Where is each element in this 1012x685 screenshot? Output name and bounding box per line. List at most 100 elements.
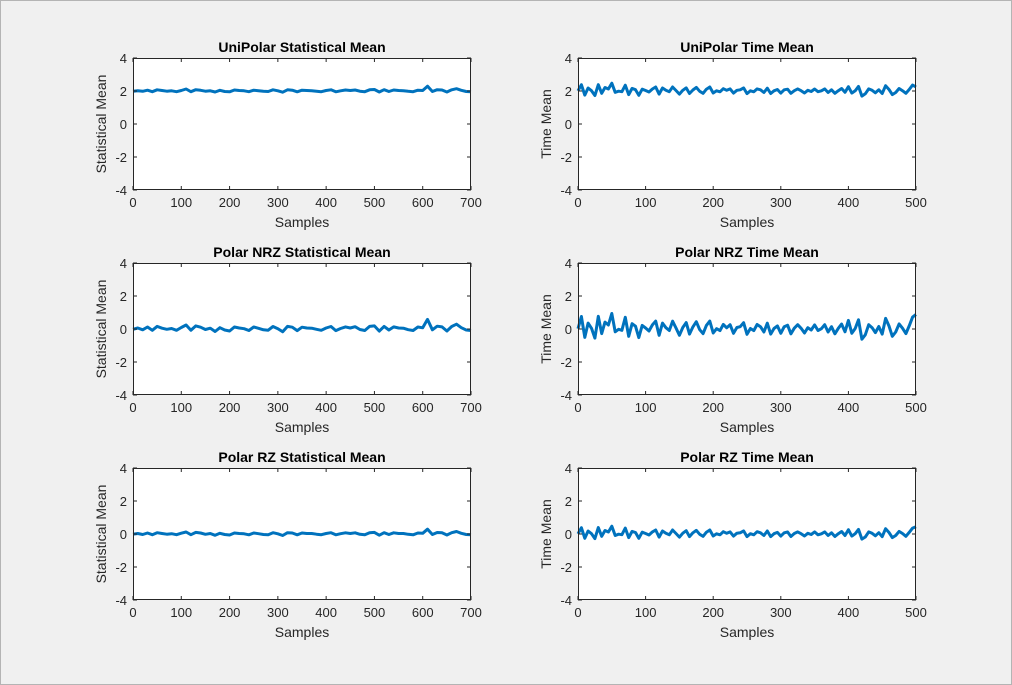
y-tick-label: -4: [115, 388, 127, 403]
y-tick-label: -4: [560, 388, 572, 403]
series-line: [576, 81, 917, 98]
y-tick-label: 4: [565, 256, 572, 271]
subplot-5: 0 100 200 300 400 500 600 700 -4 -2 0 2 4 Polar RZ St…: [93, 449, 482, 640]
y-tick-label: -2: [115, 355, 127, 370]
x-tick-label: 700: [460, 400, 482, 415]
y-tick-label: -2: [560, 560, 572, 575]
x-tick-label: 0: [129, 400, 136, 415]
x-tick-label: 100: [635, 400, 657, 415]
x-tick-label: 400: [315, 400, 337, 415]
y-tick-label: -4: [560, 593, 572, 608]
x-tick-label: 600: [412, 400, 434, 415]
plot-title: Polar NRZ Time Mean: [675, 244, 819, 260]
y-tick-label: 2: [120, 289, 127, 304]
plot-title: UniPolar Time Mean: [680, 39, 814, 55]
x-axis-label: Samples: [275, 624, 329, 640]
series-line: [576, 524, 917, 541]
x-tick-label: 400: [838, 400, 860, 415]
y-tick-label: -2: [115, 560, 127, 575]
x-axis-label: Samples: [720, 214, 774, 230]
x-tick-label: 300: [267, 195, 289, 210]
plot-title: Polar NRZ Statistical Mean: [213, 244, 390, 260]
x-tick-label: 600: [412, 195, 434, 210]
y-tick-label: -4: [115, 183, 127, 198]
y-tick-label: 0: [120, 322, 127, 337]
y-axis-label: Time Mean: [538, 89, 554, 159]
x-axis-label: Samples: [275, 214, 329, 230]
subplot-4: 0 100 200 300 400 500 -4 -2 0 2 4 Polar NRZ Time Me…: [538, 244, 927, 435]
y-tick-label: -2: [560, 355, 572, 370]
plot-title: UniPolar Statistical Mean: [218, 39, 385, 55]
x-tick-label: 0: [574, 400, 581, 415]
y-tick-label: 4: [120, 51, 127, 66]
y-axis-label: Statistical Mean: [93, 280, 109, 379]
y-tick-label: 2: [565, 84, 572, 99]
x-tick-label: 100: [635, 195, 657, 210]
x-axis-label: Samples: [720, 419, 774, 435]
plot-area: [578, 58, 916, 190]
x-tick-label: 200: [702, 605, 724, 620]
y-tick-label: 2: [120, 494, 127, 509]
x-tick-label: 200: [702, 195, 724, 210]
y-tick-label: -4: [560, 183, 572, 198]
series-line: [132, 84, 472, 94]
x-tick-label: 100: [170, 400, 192, 415]
y-tick-label: 0: [565, 527, 572, 542]
x-tick-label: 400: [838, 605, 860, 620]
y-tick-label: 2: [565, 494, 572, 509]
plot-area: [133, 58, 471, 190]
x-tick-label: 700: [460, 605, 482, 620]
x-tick-label: 300: [770, 400, 792, 415]
y-tick-label: 2: [120, 84, 127, 99]
y-tick-label: -2: [560, 150, 572, 165]
y-tick-label: 4: [120, 256, 127, 271]
y-tick-label: 2: [565, 289, 572, 304]
x-tick-label: 300: [770, 195, 792, 210]
subplot-2: 0 100 200 300 400 500 -4 -2 0 2 4 UniPolar Time Mea…: [538, 39, 927, 230]
x-tick-label: 500: [364, 400, 386, 415]
y-tick-label: 0: [565, 322, 572, 337]
x-tick-label: 0: [574, 195, 581, 210]
x-tick-label: 400: [838, 195, 860, 210]
x-tick-label: 100: [170, 605, 192, 620]
x-tick-label: 700: [460, 195, 482, 210]
y-tick-label: 4: [120, 461, 127, 476]
x-axis-label: Samples: [275, 419, 329, 435]
series-line: [576, 312, 917, 341]
x-tick-label: 0: [129, 605, 136, 620]
x-tick-label: 100: [635, 605, 657, 620]
x-tick-label: 0: [574, 605, 581, 620]
y-axis-label: Time Mean: [538, 499, 554, 569]
plot-title: Polar RZ Statistical Mean: [218, 449, 385, 465]
subplot-1: 0 100 200 300 400 500 600 700 -4 -2 0 2 4 UniPolar St…: [93, 39, 482, 230]
x-tick-label: 500: [905, 400, 927, 415]
x-tick-label: 400: [315, 605, 337, 620]
y-axis-label: Statistical Mean: [93, 485, 109, 584]
x-tick-label: 200: [219, 195, 241, 210]
x-tick-label: 200: [219, 605, 241, 620]
y-axis-label: Time Mean: [538, 294, 554, 364]
y-tick-label: 0: [120, 117, 127, 132]
x-tick-label: 300: [267, 400, 289, 415]
series-line: [132, 527, 472, 537]
x-tick-label: 300: [770, 605, 792, 620]
y-tick-label: -2: [115, 150, 127, 165]
x-tick-label: 100: [170, 195, 192, 210]
x-tick-label: 500: [364, 195, 386, 210]
x-tick-label: 200: [219, 400, 241, 415]
x-tick-label: 600: [412, 605, 434, 620]
x-tick-label: 0: [129, 195, 136, 210]
y-tick-label: 4: [565, 51, 572, 66]
y-axis-label: Statistical Mean: [93, 75, 109, 174]
x-tick-label: 400: [315, 195, 337, 210]
subplot-6: 0 100 200 300 400 500 -4 -2 0 2 4 Polar RZ Time Mea…: [538, 449, 927, 640]
subplot-3: 0 100 200 300 400 500 600 700 -4 -2 0 2 4 Polar NRZ S…: [93, 244, 482, 435]
x-tick-label: 200: [702, 400, 724, 415]
y-tick-label: 0: [120, 527, 127, 542]
x-tick-label: 500: [364, 605, 386, 620]
x-tick-label: 300: [267, 605, 289, 620]
y-tick-label: 4: [565, 461, 572, 476]
y-tick-label: 0: [565, 117, 572, 132]
